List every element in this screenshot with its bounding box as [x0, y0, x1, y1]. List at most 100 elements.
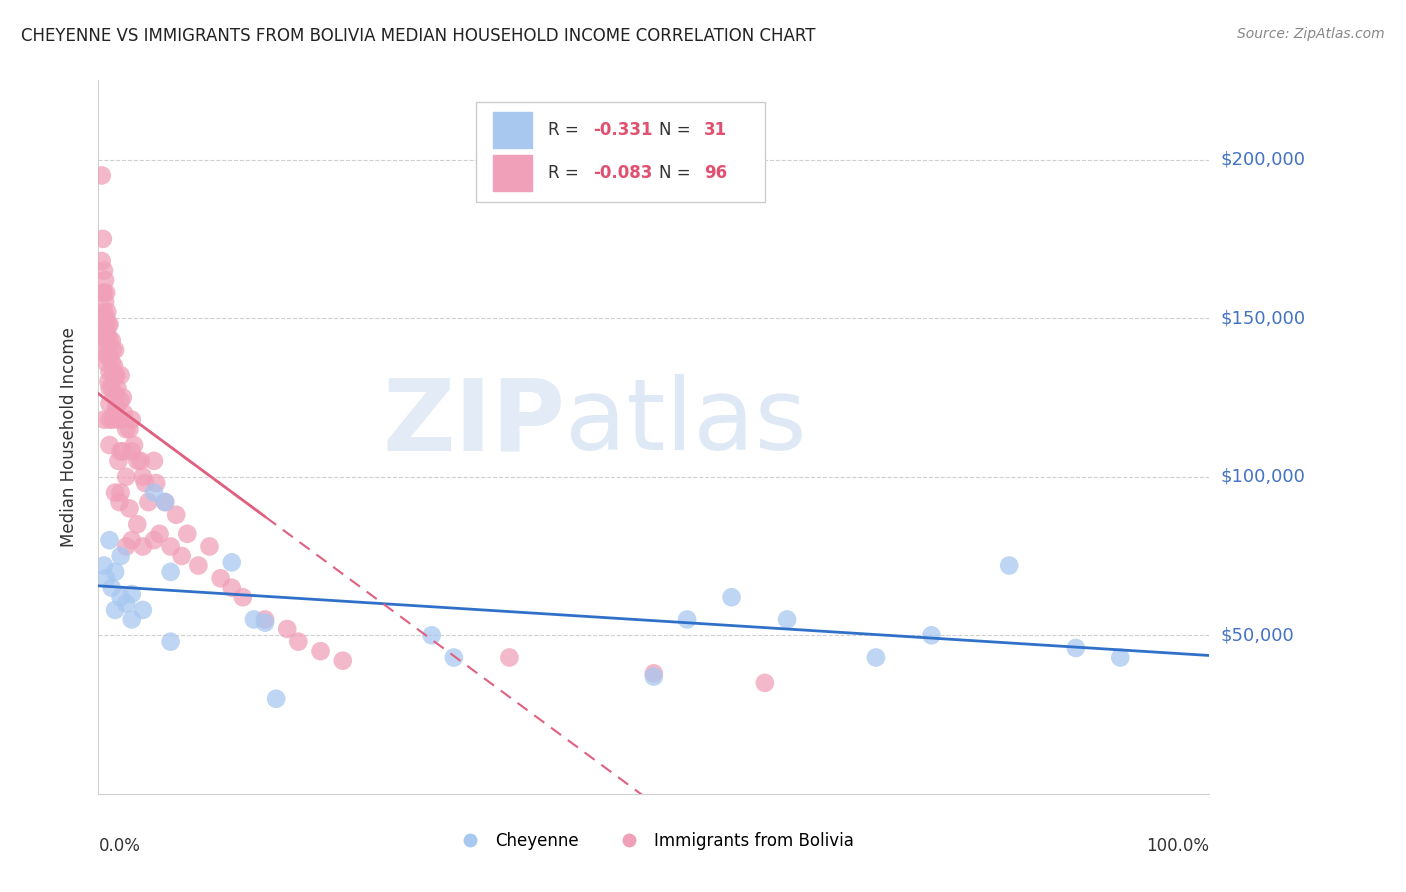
Point	[105, 381, 128, 395]
Point	[115, 469, 138, 483]
Point	[253, 615, 276, 630]
Point	[176, 526, 198, 541]
Point	[165, 508, 187, 522]
Point	[93, 343, 115, 357]
Point	[115, 597, 138, 611]
Point	[110, 591, 132, 605]
Point	[94, 318, 117, 332]
Point	[103, 359, 125, 373]
Text: $50,000: $50,000	[1220, 626, 1294, 644]
Point	[143, 454, 166, 468]
Text: ZIP: ZIP	[382, 375, 565, 471]
Text: R =: R =	[548, 121, 585, 139]
Point	[159, 540, 181, 554]
Point	[90, 169, 112, 183]
Point	[132, 540, 155, 554]
Point	[96, 355, 118, 369]
Point	[121, 412, 143, 426]
Point	[91, 285, 114, 300]
Point	[110, 485, 132, 500]
Point	[93, 558, 115, 573]
Y-axis label: Median Household Income: Median Household Income	[59, 327, 77, 547]
Point	[100, 581, 122, 595]
Point	[921, 628, 943, 642]
Point	[96, 285, 118, 300]
Point	[97, 343, 120, 357]
Point	[243, 612, 266, 626]
Point	[115, 422, 138, 436]
Point	[112, 406, 135, 420]
Point	[111, 444, 134, 458]
Point	[187, 558, 209, 573]
Text: 31: 31	[704, 121, 727, 139]
Point	[127, 517, 149, 532]
Point	[93, 305, 115, 319]
Point	[143, 485, 166, 500]
Point	[122, 438, 145, 452]
Point	[309, 644, 332, 658]
Point	[98, 533, 121, 548]
Point	[676, 612, 699, 626]
Point	[121, 612, 143, 626]
Point	[420, 628, 443, 642]
Text: N =: N =	[659, 164, 696, 182]
Text: atlas: atlas	[565, 375, 807, 471]
Point	[104, 565, 127, 579]
Point	[96, 326, 118, 341]
Point	[776, 612, 799, 626]
Text: 100.0%: 100.0%	[1146, 837, 1209, 855]
Text: $100,000: $100,000	[1220, 467, 1305, 486]
Text: $150,000: $150,000	[1220, 310, 1305, 327]
Point	[209, 571, 232, 585]
Point	[96, 311, 118, 326]
Point	[96, 305, 118, 319]
Text: 96: 96	[704, 164, 727, 182]
Point	[96, 571, 118, 585]
Point	[107, 412, 129, 426]
Point	[93, 263, 115, 277]
Point	[104, 485, 127, 500]
Point	[93, 326, 115, 341]
Point	[90, 254, 112, 268]
Point	[104, 603, 127, 617]
Point	[498, 650, 520, 665]
Point	[104, 406, 127, 420]
Text: -0.083: -0.083	[593, 164, 652, 182]
Point	[121, 533, 143, 548]
Point	[127, 454, 149, 468]
Text: $200,000: $200,000	[1220, 151, 1305, 169]
Point	[110, 549, 132, 563]
Point	[110, 368, 132, 383]
Point	[134, 476, 156, 491]
Point	[104, 343, 127, 357]
Text: -0.331: -0.331	[593, 121, 652, 139]
Point	[101, 412, 124, 426]
Point	[198, 540, 221, 554]
Point	[118, 501, 141, 516]
Point	[159, 565, 181, 579]
Point	[101, 343, 124, 357]
Point	[253, 612, 276, 626]
Point	[105, 400, 128, 414]
Point	[170, 549, 193, 563]
Point	[101, 365, 124, 379]
Point	[104, 368, 127, 383]
Point	[643, 669, 665, 683]
Point	[100, 334, 122, 348]
Point	[118, 422, 141, 436]
Point	[98, 318, 121, 332]
Text: CHEYENNE VS IMMIGRANTS FROM BOLIVIA MEDIAN HOUSEHOLD INCOME CORRELATION CHART: CHEYENNE VS IMMIGRANTS FROM BOLIVIA MEDI…	[21, 27, 815, 45]
FancyBboxPatch shape	[477, 102, 765, 202]
Point	[153, 495, 176, 509]
Point	[98, 381, 121, 395]
Point	[108, 495, 131, 509]
Legend: Cheyenne, Immigrants from Bolivia: Cheyenne, Immigrants from Bolivia	[447, 826, 860, 857]
Point	[232, 591, 254, 605]
Point	[143, 533, 166, 548]
Point	[94, 295, 117, 310]
Point	[121, 444, 143, 458]
Bar	[492, 112, 531, 148]
Point	[98, 334, 121, 348]
Point	[96, 349, 118, 363]
Point	[98, 365, 121, 379]
